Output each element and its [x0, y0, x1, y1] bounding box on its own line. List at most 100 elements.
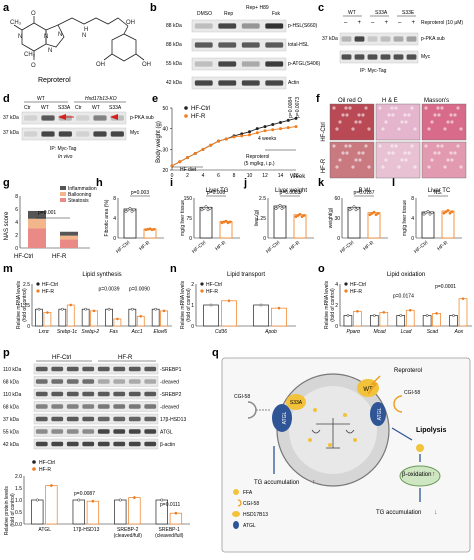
chart-title: B.W.	[359, 188, 372, 194]
tissue-vacuole	[387, 113, 391, 117]
data-point	[452, 314, 455, 317]
panel-d: WT Hsd17b13-KO Ctr WT S33A Ctr WT S33A 37 kDa…	[3, 96, 154, 160]
tissue-vacuole	[443, 127, 447, 131]
legend-label: HF-Ctrl	[39, 460, 55, 466]
blot-band	[35, 404, 48, 409]
legend-label: HF-R	[42, 289, 54, 295]
blot-band	[97, 391, 110, 397]
legend-label: HF-R	[191, 114, 206, 120]
blot-row-label: p-PKA sub	[130, 115, 154, 121]
x-tick: HF-Ctrl	[191, 240, 207, 255]
tissue-vacuole	[424, 144, 428, 148]
blot-band	[97, 441, 110, 447]
x-tick: HF-Ctrl	[339, 240, 355, 255]
data-point	[382, 311, 386, 314]
data-point	[208, 206, 212, 210]
p-value: p=0.0039	[99, 287, 120, 293]
y-axis-label: Relative mRNA levels(fold of control)	[16, 280, 28, 329]
bar	[128, 497, 141, 525]
bar	[31, 499, 44, 525]
panel-o-chart: Lipid oxidation Relative mRNA levels(fold…	[324, 272, 472, 335]
blot-band	[82, 391, 95, 397]
panel-letter-e: e	[152, 93, 158, 105]
bar	[43, 312, 52, 327]
group-label: S33E	[402, 10, 415, 16]
blot-band	[341, 54, 352, 60]
protein-label: ATGL	[282, 411, 288, 424]
data-point	[107, 307, 111, 311]
bar	[58, 308, 67, 327]
blot-band	[113, 391, 126, 397]
p-value: p=0.0111	[160, 502, 180, 508]
legend-label: HF-Ctrl	[191, 106, 210, 112]
chart-title: Liver TG	[206, 188, 229, 194]
panel-c: WT S33A S33E – + – + – + Reproterol (10 μM) 3…	[322, 10, 463, 74]
y-axis-label-line: Relative mRNA levels	[16, 280, 22, 329]
y-axis-label-line: Relative mRNA levels	[324, 280, 330, 329]
bar	[271, 307, 287, 327]
data-point	[154, 307, 158, 311]
tissue-vacuole	[440, 144, 444, 148]
data-point	[280, 207, 284, 211]
panel-letter-f: f	[316, 93, 320, 105]
data-point	[255, 127, 259, 131]
blot-band	[113, 379, 126, 384]
blot-strip	[33, 388, 159, 400]
bar	[221, 300, 237, 327]
legend-marker	[184, 106, 188, 110]
compound-name: Reproterol	[38, 77, 71, 84]
blot-band	[144, 366, 157, 372]
tissue-vacuole	[440, 106, 444, 110]
tissue-vacuole	[378, 144, 382, 148]
y-axis-label-line: Relative mRNA levels	[180, 280, 186, 329]
blot-band	[51, 379, 64, 384]
row-label: HF-Ctrl	[321, 122, 327, 141]
chart-title: Lipid synthesis	[82, 272, 121, 278]
legend-icon-atgl	[233, 521, 239, 529]
tissue-vacuole	[437, 151, 441, 155]
x-tick: Apob	[264, 329, 277, 335]
protein-label: CGI-58	[404, 390, 420, 396]
y-tick-label: 20	[162, 168, 168, 174]
legend-label: HF-R	[206, 289, 218, 295]
data-point	[356, 309, 359, 313]
bar	[343, 315, 353, 327]
tissue-vacuole	[335, 165, 339, 169]
x-tick: HF-R	[52, 254, 67, 260]
blot-band	[82, 441, 95, 447]
svg-text:CH₃: CH₃	[24, 52, 36, 58]
kda-label: 37 kDa	[3, 115, 19, 121]
tissue-vacuole	[430, 120, 434, 124]
data-point	[425, 314, 429, 317]
histology-image	[375, 103, 421, 141]
blot-band	[144, 416, 157, 422]
data-point	[206, 208, 210, 212]
panel-q: ATGL S33A WT ATGL Reproterol CGI-58 CGI-…	[221, 357, 471, 553]
protein-label: S33A	[290, 400, 303, 406]
y-tick-label: 50	[162, 106, 168, 112]
ip-label: IP: Myc-Tag	[360, 68, 387, 74]
blot-band	[35, 366, 48, 372]
blot-band	[241, 80, 260, 86]
x-tick-label: 14	[278, 173, 284, 179]
group-label: HF-Ctrl	[52, 355, 71, 361]
condition-label: Rep	[224, 11, 233, 17]
data-point	[450, 210, 454, 214]
data-point	[352, 205, 356, 209]
bar	[123, 208, 137, 239]
tissue-vacuole	[381, 165, 385, 169]
y-tick-label: 4	[335, 282, 338, 288]
data-point	[302, 214, 306, 217]
red-arrow-marker	[110, 114, 118, 120]
data-point	[118, 498, 122, 502]
panel-letter-j: j	[243, 177, 247, 189]
data-point	[240, 132, 244, 136]
bar	[441, 210, 455, 239]
panel-letter-p: p	[3, 347, 10, 359]
kda-label: 37 kDa	[3, 417, 19, 423]
blot-band	[113, 441, 126, 447]
svg-text:N: N	[48, 48, 52, 54]
blot-band	[113, 416, 126, 422]
x-tick-line: (cleaved/full)	[114, 533, 143, 539]
